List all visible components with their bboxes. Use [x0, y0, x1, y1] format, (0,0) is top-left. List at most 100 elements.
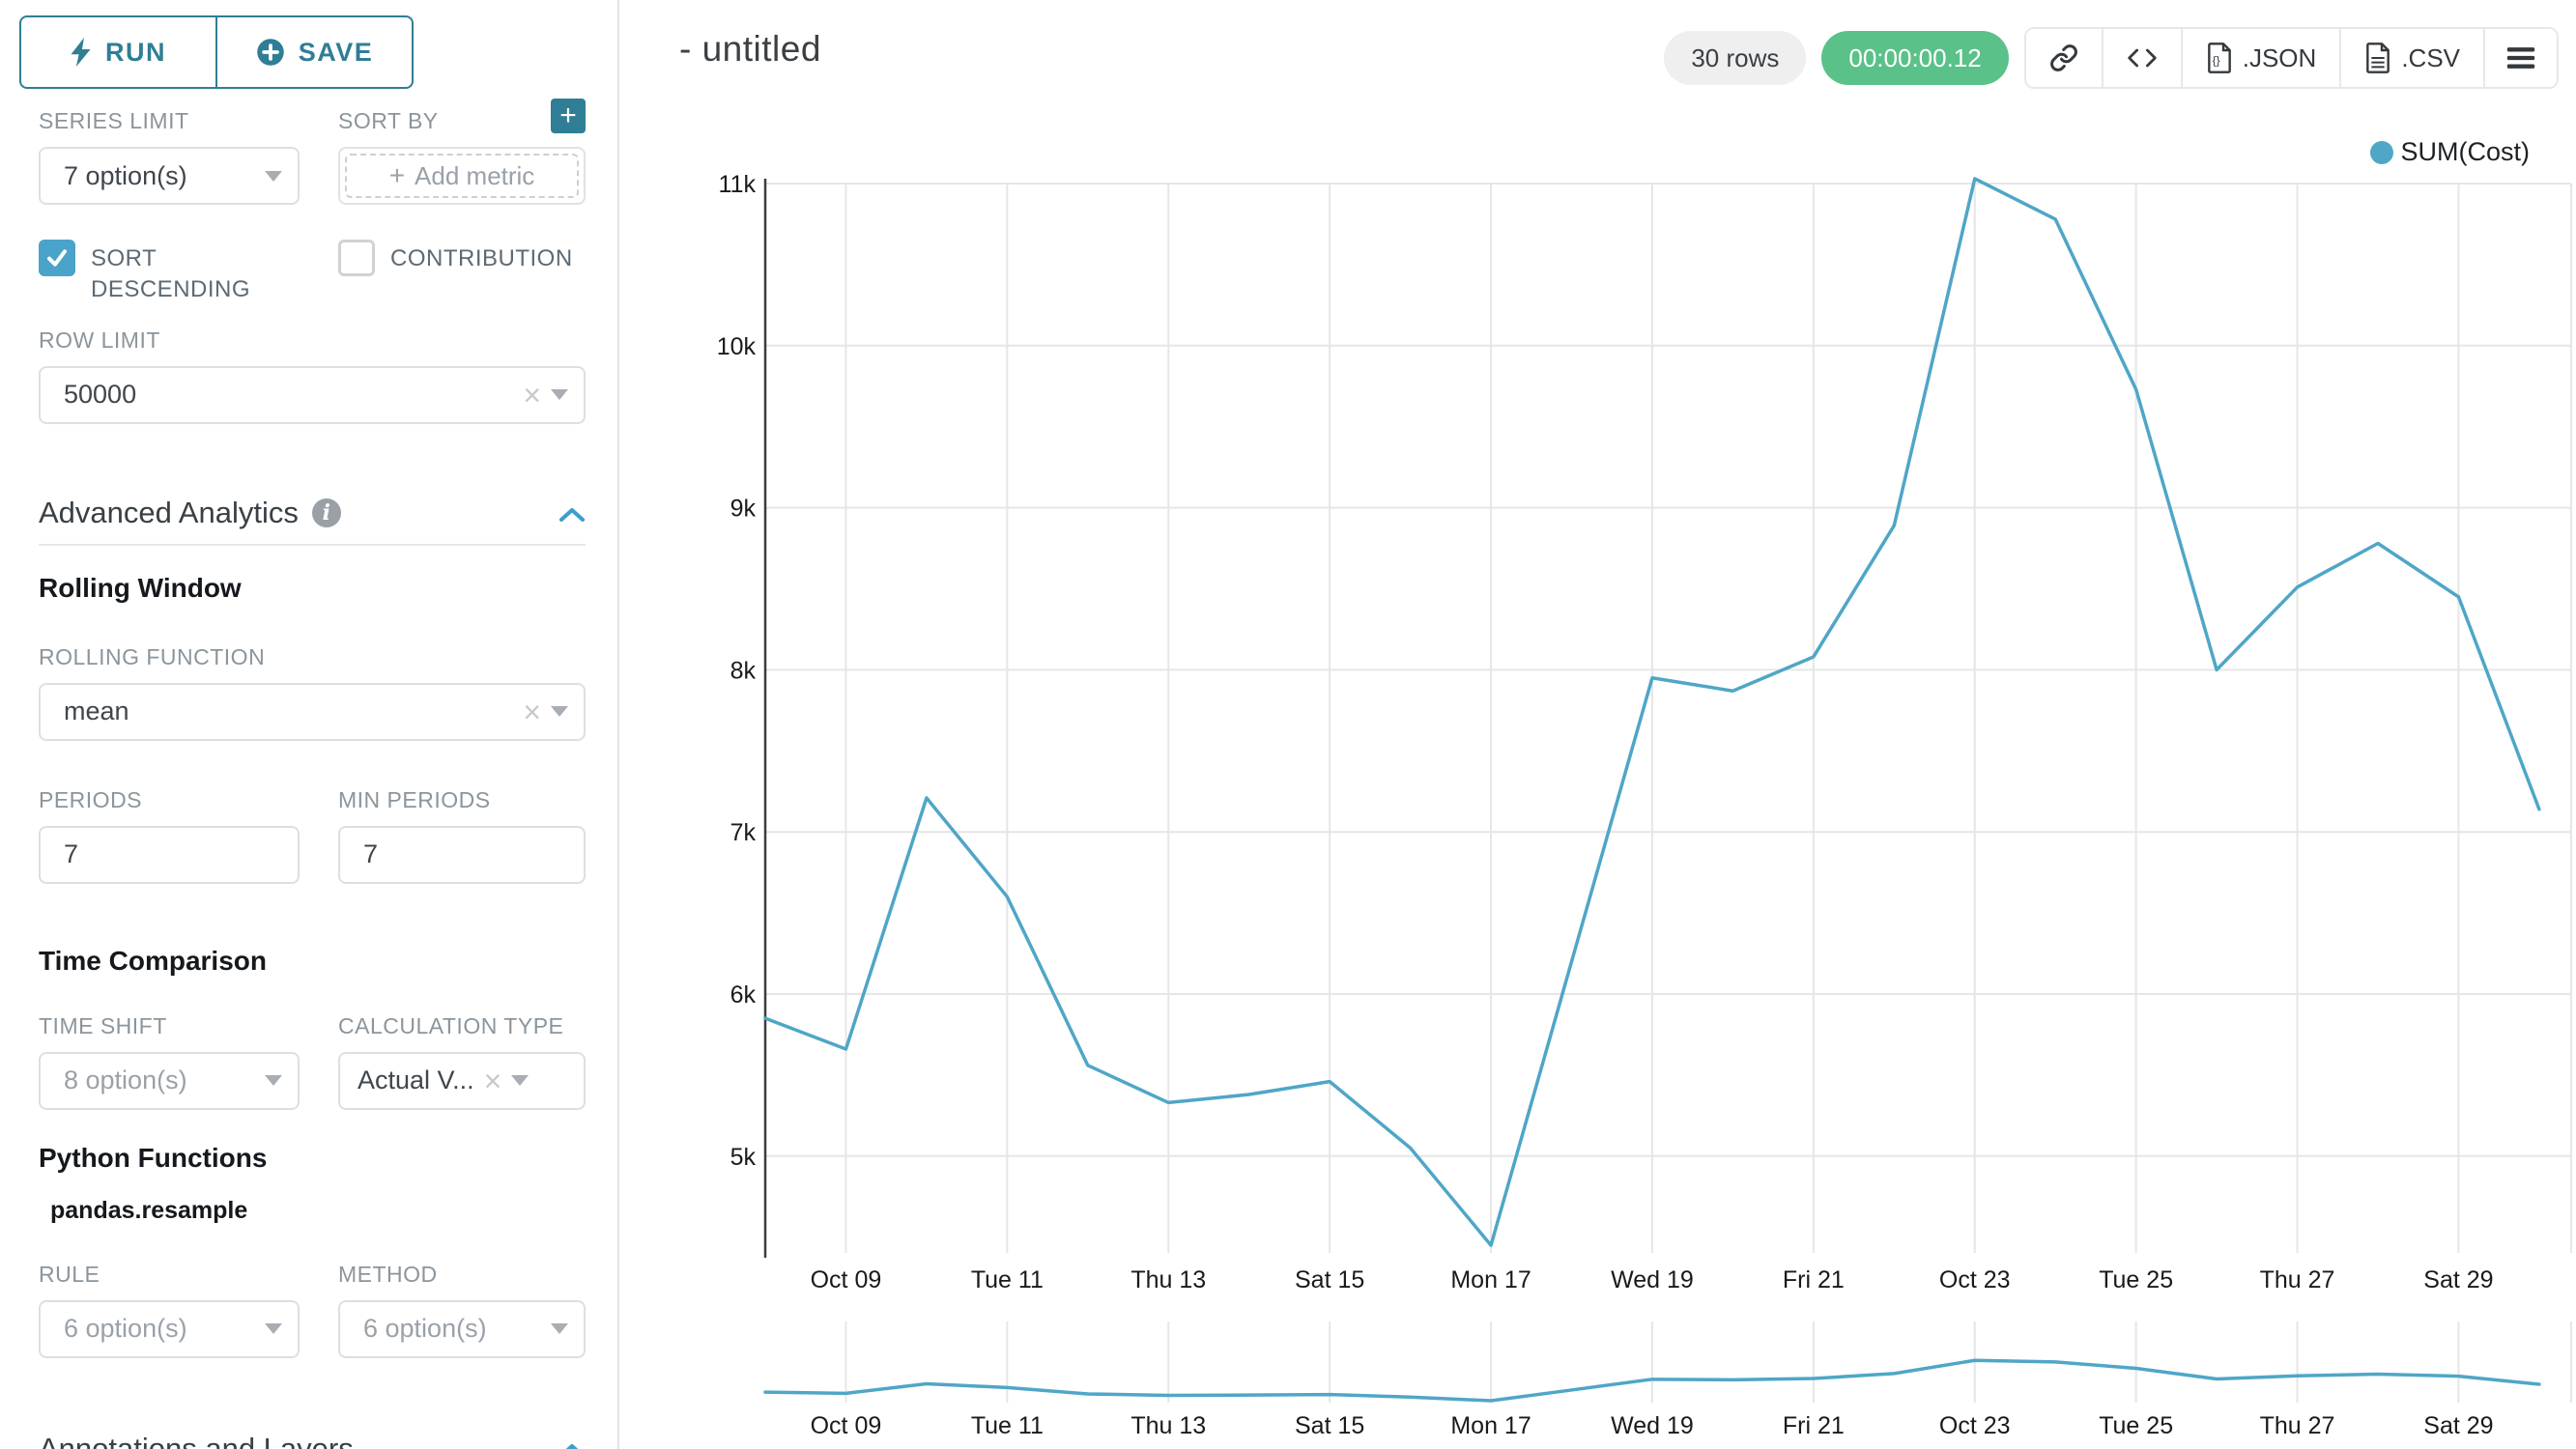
focus-x-tick-label: Fri 21 [1783, 1412, 1845, 1439]
y-tick-label: 11k [719, 171, 757, 198]
x-tick-label: Tue 25 [2099, 1266, 2173, 1293]
time-shift-value: 8 option(s) [64, 1065, 187, 1095]
periods-label: PERIODS [39, 786, 143, 812]
save-button[interactable]: SAVE [215, 17, 412, 87]
calculation-type-label: CALCULATION TYPE [338, 1012, 564, 1038]
contribution-checkbox-row[interactable]: CONTRIBUTION [338, 240, 586, 306]
focus-x-tick-label: Oct 09 [811, 1412, 882, 1439]
method-label: METHOD [338, 1261, 438, 1287]
x-tick-label: Oct 23 [1939, 1266, 2011, 1293]
periods-input[interactable]: 7 [39, 825, 300, 884]
export-json-button[interactable]: {} .JSON [2180, 29, 2340, 87]
plus-circle-icon [256, 39, 284, 66]
series-limit-label: SERIES LIMIT [39, 108, 189, 133]
series-limit-select[interactable]: 7 option(s) [39, 147, 300, 205]
focus-x-tick-label: Sat 29 [2423, 1412, 2493, 1439]
focus-x-tick-label: Oct 23 [1939, 1412, 2011, 1439]
rolling-function-label: ROLLING FUNCTION [39, 643, 266, 669]
min-periods-input[interactable]: 7 [338, 825, 586, 884]
y-tick-label: 8k [730, 657, 757, 684]
advanced-analytics-title: Advanced Analytics [39, 495, 299, 529]
chevron-up-icon[interactable] [558, 496, 586, 530]
row-limit-label: ROW LIMIT [39, 327, 160, 353]
x-tick-label: Thu 27 [2260, 1266, 2335, 1293]
embed-code-button[interactable] [2101, 29, 2181, 87]
chart-panel: - untitled 30 rows 00:00:00.12 [619, 0, 2576, 1449]
code-icon [2128, 48, 2157, 68]
rolling-function-select[interactable]: mean × [39, 682, 586, 741]
y-tick-label: 9k [730, 496, 757, 523]
check-icon [47, 249, 67, 267]
focus-x-tick-label: Thu 13 [1131, 1412, 1206, 1439]
add-metric-button[interactable]: + Add metric [345, 154, 579, 198]
export-toolbar: {} .JSON .CSV [2023, 27, 2559, 89]
add-metric-label: Add metric [415, 160, 535, 190]
series-limit-value: 7 option(s) [64, 160, 187, 190]
row-count-badge: 30 rows [1664, 31, 1807, 85]
x-tick-label: Thu 13 [1131, 1266, 1206, 1293]
calculation-type-select[interactable]: Actual V... × [338, 1051, 586, 1110]
focus-series-line-sum-cost [763, 1358, 2541, 1403]
clear-icon[interactable]: × [483, 1063, 502, 1098]
json-file-icon: {} [2207, 43, 2231, 73]
x-tick-label: Wed 19 [1611, 1266, 1694, 1293]
add-sort-by-button[interactable]: + [551, 99, 586, 133]
line-chart-canvas[interactable]: 5k 6k 7k 8k 9k 10k 11k Oct 09 Oct 09 Tue 11 Tue 11… [619, 0, 2576, 1449]
rolling-window-title: Rolling Window [39, 572, 242, 603]
run-button-label: RUN [105, 37, 166, 67]
time-shift-select[interactable]: 8 option(s) [39, 1051, 300, 1110]
series-line-sum-cost [763, 177, 2541, 1247]
caret-down-icon [551, 1323, 568, 1335]
x-tick-label: Tue 11 [971, 1266, 1044, 1293]
advanced-analytics-header[interactable]: Advanced Analytics i [39, 496, 586, 530]
lightning-icon [71, 38, 91, 67]
x-tick-label: Fri 21 [1783, 1266, 1845, 1293]
export-csv-button[interactable]: .CSV [2339, 29, 2483, 87]
info-icon: i [311, 497, 341, 527]
caret-down-icon [551, 706, 568, 718]
focus-x-tick-label: Tue 11 [971, 1412, 1044, 1439]
link-icon [2049, 44, 2077, 71]
time-shift-label: TIME SHIFT [39, 1012, 167, 1038]
y-tick-label: 6k [730, 981, 757, 1009]
menu-button[interactable] [2483, 29, 2557, 87]
export-json-label: .JSON [2242, 43, 2317, 72]
row-limit-select[interactable]: 50000 × [39, 365, 586, 424]
sort-descending-label: SORT DESCENDING [91, 245, 251, 303]
method-value: 6 option(s) [363, 1314, 487, 1344]
clear-icon[interactable]: × [523, 694, 541, 729]
y-tick-label: 7k [730, 819, 757, 846]
sort-descending-checkbox[interactable] [39, 240, 75, 276]
y-tick-label: 5k [730, 1144, 757, 1171]
rule-select[interactable]: 6 option(s) [39, 1299, 300, 1358]
rule-value: 6 option(s) [64, 1314, 187, 1344]
save-button-label: SAVE [298, 37, 374, 67]
plus-icon: + [388, 160, 406, 190]
query-timer-badge: 00:00:00.12 [1821, 31, 2009, 85]
control-panel-sidebar: RUN SAVE SERIES LIMIT SORT BY + [0, 0, 619, 1449]
sort-by-field: + Add metric [338, 147, 586, 205]
method-select[interactable]: 6 option(s) [338, 1299, 586, 1358]
x-tick-label: Sat 15 [1295, 1266, 1364, 1293]
annotations-header[interactable]: Annotations and Layers [39, 1432, 586, 1449]
chart-header-actions: 30 rows 00:00:00.12 [1664, 27, 2559, 89]
run-save-button-group: RUN SAVE [19, 15, 414, 89]
chart-title[interactable]: - untitled [679, 29, 821, 69]
clear-icon[interactable]: × [523, 377, 541, 412]
sort-by-label: SORT BY [338, 108, 439, 133]
chevron-up-icon[interactable] [558, 1432, 586, 1449]
python-functions-title: Python Functions [39, 1142, 268, 1173]
legend-dot [2369, 140, 2393, 164]
contribution-checkbox[interactable] [338, 240, 375, 276]
run-button[interactable]: RUN [21, 17, 215, 87]
rolling-function-value: mean [64, 696, 129, 726]
legend-item-sum-cost[interactable]: SUM(Cost) [2369, 137, 2530, 167]
caret-down-icon [511, 1075, 530, 1087]
pandas-resample-title: pandas.resample [50, 1196, 248, 1224]
sort-descending-checkbox-row[interactable]: SORT DESCENDING [39, 240, 300, 306]
share-link-button[interactable] [2025, 29, 2102, 87]
export-csv-label: .CSV [2401, 43, 2460, 72]
focus-x-tick-label: Mon 17 [1450, 1412, 1531, 1439]
min-periods-label: MIN PERIODS [338, 786, 491, 812]
